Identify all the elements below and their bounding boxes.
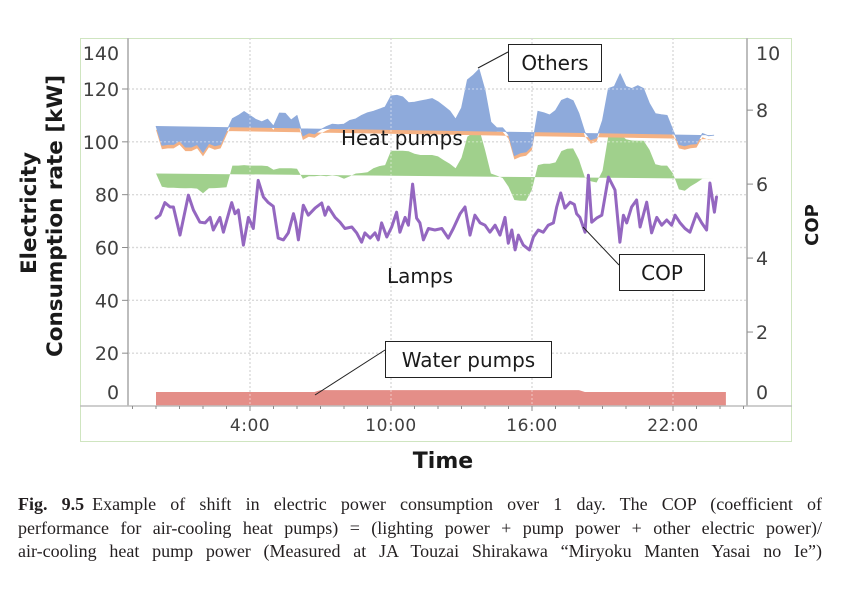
y-tick-label: 60 (95, 238, 119, 260)
y2-axis-title: COP (802, 204, 823, 246)
heat-pumps-label: Heat pumps (341, 126, 463, 150)
water-pumps-label: Water pumps (402, 348, 535, 372)
x-tick-label: 22:00 (647, 416, 699, 436)
y-axis-title-line2: Consumption rate [kW] (43, 75, 68, 357)
y-tick-label: 140 (83, 43, 119, 65)
y-tick-label: 100 (83, 132, 119, 154)
lamps-label: Lamps (387, 264, 453, 288)
figure-label: Fig. 9.5 (18, 494, 85, 514)
annotation-cop: COP (582, 226, 705, 291)
y-tick-label: 120 (83, 79, 119, 101)
figure-caption: Fig. 9.5 Example of shift in electric pow… (18, 493, 822, 564)
cop-line (154, 173, 718, 252)
area-water-pumps (156, 390, 726, 406)
annotation-others: Others (477, 44, 602, 82)
tick-labels: 0 20 40 60 80 100 120 140 0 2 4 6 8 10 4:00 10:00 16:00 2… (83, 43, 780, 436)
y2-tick-label: 0 (756, 382, 768, 404)
x-tick-label: 4:00 (230, 416, 270, 436)
x-tick-label: 10:00 (365, 416, 417, 436)
y-tick-label: 0 (107, 382, 119, 404)
chart-frame (80, 38, 792, 442)
tick-marks (122, 88, 754, 411)
y2-tick-label: 6 (756, 174, 768, 196)
stacked-areas (155, 68, 726, 406)
x-axis-title: Time (413, 449, 473, 474)
cop-series (154, 173, 718, 252)
cop-leader-line (582, 226, 620, 266)
caption-line-2: performance for air-cooling heat pumps) … (18, 517, 822, 538)
y2-tick-label: 4 (756, 248, 768, 270)
chart: 0 20 40 60 80 100 120 140 0 2 4 6 8 10 4:00 10:00 16:00 2… (17, 38, 823, 474)
area-others (155, 68, 715, 156)
y2-tick-label: 2 (756, 322, 768, 344)
x-tick-label: 16:00 (506, 416, 558, 436)
y2-tick-label: 8 (756, 100, 768, 122)
y2-tick-label: 10 (756, 43, 780, 65)
area-lamps (156, 128, 715, 201)
y-tick-label: 20 (95, 343, 119, 365)
caption-line-3: air-cooling heat pump power (Measured at… (18, 541, 822, 561)
y-tick-label: 40 (95, 290, 119, 312)
others-leader-line (477, 51, 509, 69)
others-label: Others (521, 51, 588, 75)
y-axis-title-line1: Electricity (17, 152, 42, 274)
annotation-lamps: Lamps (387, 264, 453, 288)
annotation-water-pumps: Water pumps (314, 341, 552, 396)
water-pumps-label-box (385, 341, 552, 378)
others-label-box (508, 44, 602, 82)
caption-text-1: Example of shift in electric power consu… (92, 494, 823, 514)
water-pumps-leader-line (314, 349, 386, 396)
annotation-heat-pumps: Heat pumps (341, 126, 463, 150)
y-tick-label: 80 (95, 185, 119, 207)
cop-label-box (619, 254, 705, 291)
cop-label: COP (641, 261, 683, 285)
caption-line-1: Fig. 9.5 Example of shift in electric pow… (18, 493, 822, 517)
